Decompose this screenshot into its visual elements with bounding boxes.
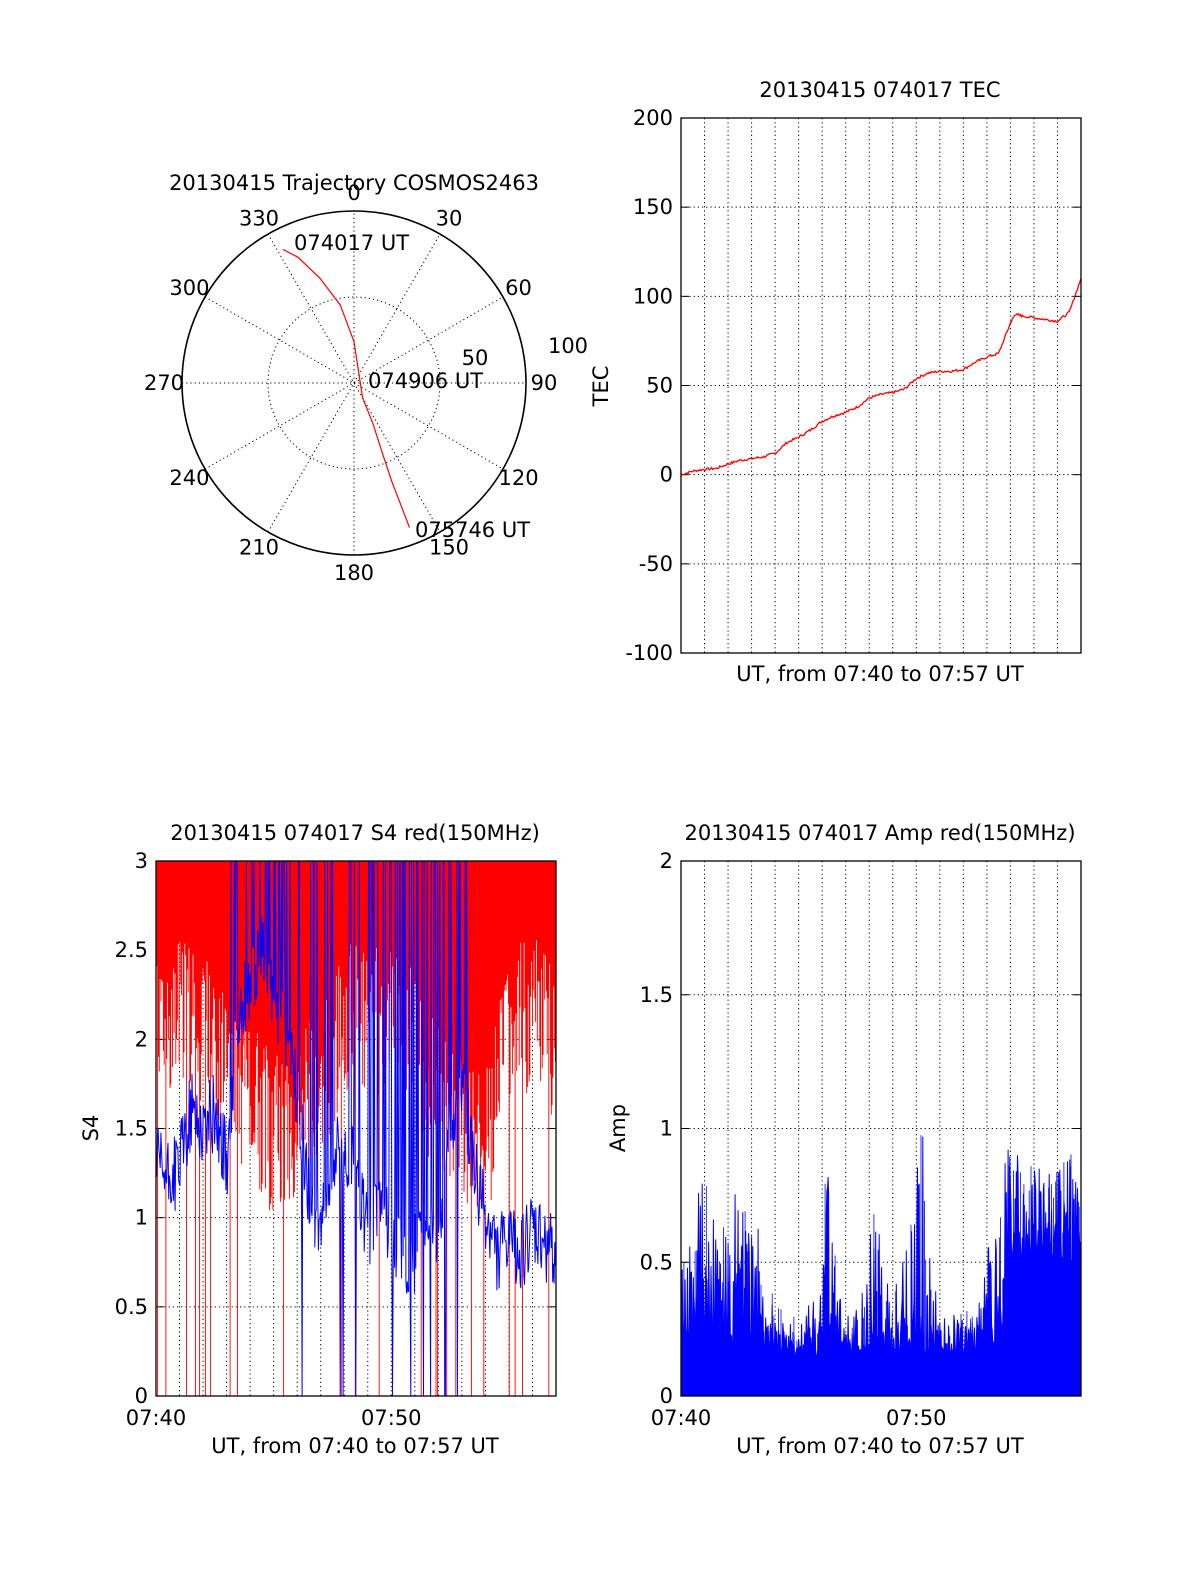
amp-y-tick-labels: 0 0.5 1 1.5 2 xyxy=(640,849,673,1408)
polar-angle-label: 0 xyxy=(347,181,360,205)
polar-angle-label: 300 xyxy=(169,276,209,300)
tec-y-label: TEC xyxy=(589,366,613,408)
y-tick-label: 3 xyxy=(135,849,148,873)
s4-panel: 20130415 074017 S4 red(150MHz) 0 0.5 1 1.5 2… xyxy=(79,821,557,1458)
amp-title: 20130415 074017 Amp red(150MHz) xyxy=(684,821,1075,845)
s4-plot-frame xyxy=(155,860,557,1397)
s4-x-tick-labels: 07:40 07:50 xyxy=(126,1406,422,1430)
amp-plot-frame xyxy=(680,860,1082,1397)
tec-grid xyxy=(681,117,1081,654)
y-tick-label: 0.5 xyxy=(640,1250,673,1274)
tec-title: 20130415 074017 TEC xyxy=(759,78,1000,102)
polar-title: 20130415 Trajectory COSMOS2463 xyxy=(169,171,539,195)
polar-grid-circle xyxy=(267,296,441,470)
y-tick-label: 1 xyxy=(135,1206,148,1230)
polar-angle-label: 240 xyxy=(169,466,209,490)
annotation-end: 075746 UT xyxy=(415,518,530,542)
amp-spike-lines xyxy=(683,1135,1081,1396)
y-tick-label: 50 xyxy=(646,374,673,398)
x-tick-label: 07:50 xyxy=(886,1406,947,1430)
amp-series-area xyxy=(680,1136,1082,1397)
x-tick-label: 07:50 xyxy=(361,1406,422,1430)
polar-angle-labels: 0 30 60 90 120 150 180 210 240 270 300 330 xyxy=(144,181,557,585)
y-tick-label: 100 xyxy=(633,284,673,308)
y-tick-label: 2.5 xyxy=(115,938,148,962)
polar-spoke xyxy=(267,233,441,533)
y-tick-label: 2 xyxy=(660,849,673,873)
amp-panel: 20130415 074017 Amp red(150MHz) 0 0.5 1 1.5… xyxy=(606,821,1082,1458)
y-tick-label: 0 xyxy=(660,463,673,487)
y-tick-label: 200 xyxy=(633,106,673,130)
polar-spoke xyxy=(204,296,504,470)
polar-angle-label: 90 xyxy=(531,371,558,395)
polar-spoke xyxy=(204,296,504,470)
amp-series-spikes xyxy=(683,1135,1081,1396)
tec-panel: 20130415 074017 TEC -100-50050100150200 … xyxy=(589,78,1082,686)
polar-angle-label: 60 xyxy=(505,276,532,300)
y-tick-label: 1.5 xyxy=(640,983,673,1007)
polar-spoke xyxy=(267,233,441,533)
y-tick-label: -50 xyxy=(639,552,673,576)
y-tick-label: 150 xyxy=(633,195,673,219)
s4-title: 20130415 074017 S4 red(150MHz) xyxy=(170,821,540,845)
polar-radial-label: 50 xyxy=(462,346,489,370)
trajectory-line xyxy=(282,248,411,528)
amp-x-label: UT, from 07:40 to 07:57 UT xyxy=(736,1434,1024,1458)
y-tick-label: -100 xyxy=(625,641,673,665)
polar-angle-label: 180 xyxy=(334,561,374,585)
y-tick-label: 1.5 xyxy=(115,1117,148,1141)
polar-angle-label: 330 xyxy=(239,206,279,230)
polar-radial-label: 100 xyxy=(548,334,588,358)
polar-angle-label: 150 xyxy=(429,536,469,560)
polar-angle-label: 120 xyxy=(498,466,538,490)
y-tick-label: 1 xyxy=(660,1117,673,1141)
polar-grid xyxy=(181,210,527,556)
tec-series-line xyxy=(680,278,1082,476)
amp-y-label: Amp xyxy=(606,1104,630,1152)
amp-x-tick-labels: 07:40 07:50 xyxy=(651,1406,947,1430)
polar-angle-label: 210 xyxy=(239,536,279,560)
y-tick-label: 0 xyxy=(135,1384,148,1408)
polar-trajectory-panel: 20130415 Trajectory COSMOS2463 0 30 60 90 12… xyxy=(144,171,588,585)
polar-radial-labels: 50 100 xyxy=(462,334,588,370)
annotation-mid: 074906 UT xyxy=(368,369,483,393)
annotation-start: 074017 UT xyxy=(294,231,409,255)
amp-grid xyxy=(681,860,1081,1397)
tec-x-label: UT, from 07:40 to 07:57 UT xyxy=(736,662,1024,686)
polar-angle-label: 270 xyxy=(144,371,184,395)
s4-y-label: S4 xyxy=(79,1115,103,1142)
y-tick-label: 2 xyxy=(135,1027,148,1051)
polar-angle-label: 30 xyxy=(436,206,463,230)
s4-y-tick-labels: 0 0.5 1 1.5 2 2.5 3 xyxy=(115,849,148,1408)
tec-y-tick-labels: -100 -50 0 50 100 150 200 xyxy=(625,106,673,665)
tec-plot-frame xyxy=(680,117,1082,654)
x-tick-label: 07:40 xyxy=(126,1406,187,1430)
y-tick-label: 0.5 xyxy=(115,1295,148,1319)
s4-x-label: UT, from 07:40 to 07:57 UT xyxy=(211,1434,499,1458)
y-tick-label: 0 xyxy=(660,1384,673,1408)
x-tick-label: 07:40 xyxy=(651,1406,712,1430)
